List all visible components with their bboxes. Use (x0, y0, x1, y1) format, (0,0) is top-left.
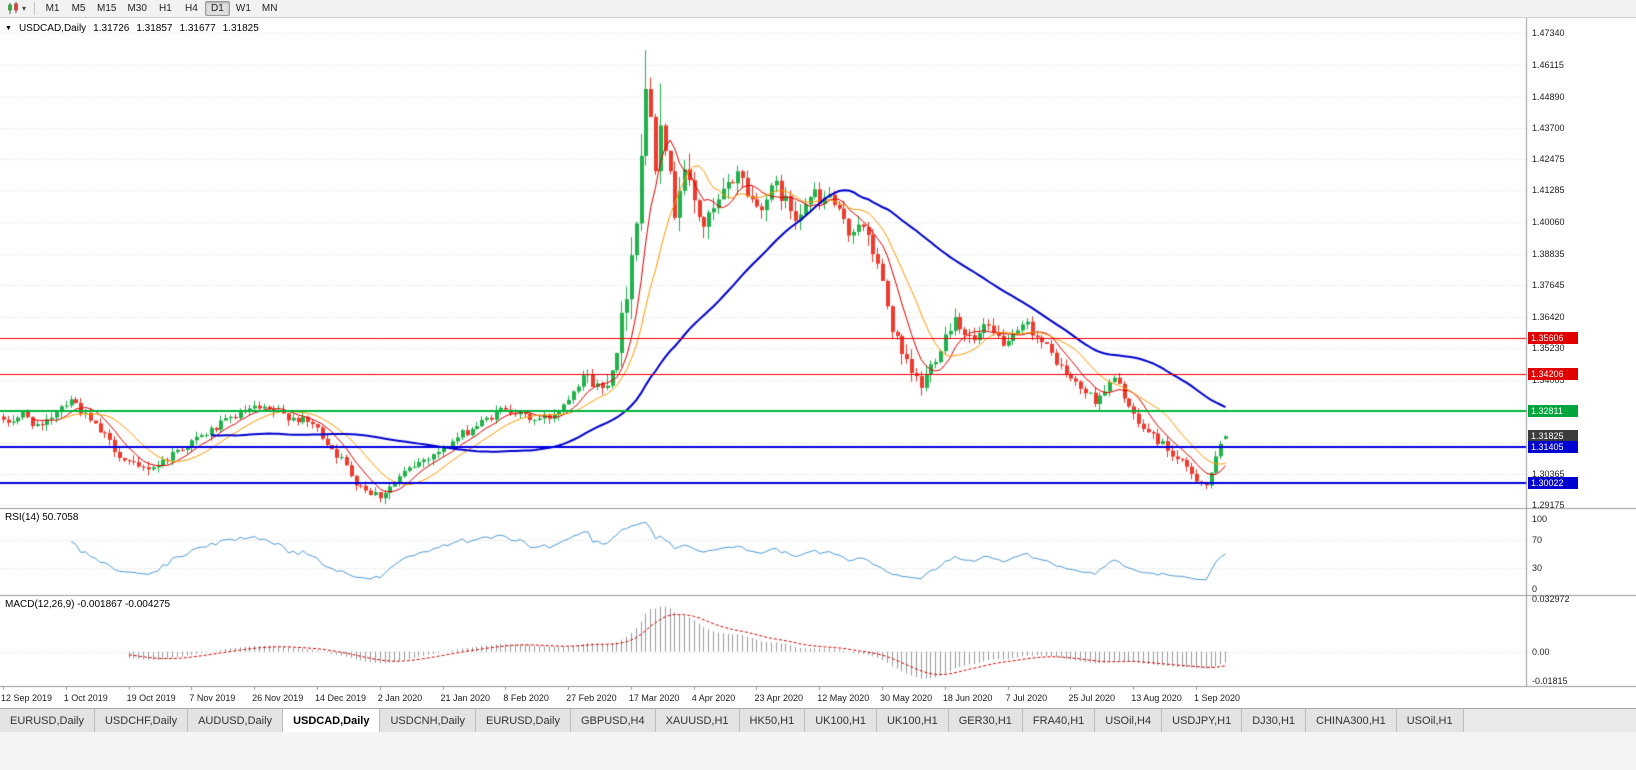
timeframe-buttons-group: M1 M5 M15 M30 H1 H4 D1 W1 MN (40, 1, 282, 16)
date-axis-label: 12 Sep 2019 (1, 693, 53, 703)
chart-tab-eurusd-daily[interactable]: EURUSD,Daily (476, 709, 571, 732)
price-axis-label: 1.43700 (1532, 122, 1565, 133)
rsi-axis-label: 70 (1532, 535, 1543, 546)
chart-type-menu[interactable]: ▾ (4, 2, 29, 15)
date-axis-label: 13 Aug 2020 (1131, 693, 1182, 703)
ohlc-low: 1.31677 (179, 23, 216, 34)
price-axis-label: 1.35230 (1532, 342, 1565, 353)
date-axis-label: 21 Jan 2020 (440, 693, 491, 703)
chart-tab-hk50-h1[interactable]: HK50,H1 (739, 709, 806, 732)
ohlc-high: 1.31857 (136, 23, 173, 34)
chart-tab-usdchf-daily[interactable]: USDCHF,Daily (94, 709, 189, 732)
chart-tab-ger30-h1[interactable]: GER30,H1 (948, 709, 1023, 732)
chart-tab-usdcad-daily[interactable]: USDCAD,Daily (283, 709, 381, 732)
date-axis-label: 1 Sep 2020 (1194, 693, 1241, 703)
date-axis-label: 7 Jul 2020 (1005, 693, 1048, 703)
price-axis-label: 1.42475 (1532, 154, 1565, 165)
chart-tab-usdjpy-h1[interactable]: USDJPY,H1 (1162, 709, 1243, 732)
date-axis-label: 30 May 2020 (880, 693, 933, 703)
rsi-axis-label: 100 (1532, 514, 1548, 525)
price-axis-label: 1.30365 (1532, 469, 1565, 480)
timeframe-button-m15[interactable]: M15 (97, 3, 117, 14)
candlestick-chart-icon (8, 2, 18, 14)
macd-axis-label: -0.01815 (1532, 675, 1568, 686)
date-axis-label: 8 Feb 2020 (503, 693, 549, 703)
toolbar-separator (34, 2, 36, 15)
timeframe-button-h4[interactable]: H4 (185, 3, 198, 14)
price-tag: 1.34206 (1528, 368, 1578, 381)
chart-tab-fra40-h1[interactable]: FRA40,H1 (1022, 709, 1096, 732)
date-axis-label: 4 Apr 2020 (691, 693, 736, 703)
timeframe-button-m30[interactable]: M30 (127, 3, 147, 14)
chart-tabs-bar: EURUSD,Daily USDCHF,Daily AUDUSD,Daily USDC… (0, 708, 1636, 732)
collapse-icon[interactable]: ▼ (5, 24, 12, 32)
chart-menu-caret-icon[interactable]: ▾ (22, 3, 27, 13)
price-chart-canvas[interactable] (0, 18, 1636, 708)
ohlc-open: 1.31726 (93, 23, 130, 34)
chart-tab-xauusd-h1[interactable]: XAUUSD,H1 (655, 709, 740, 732)
price-tag: 1.31405 (1528, 441, 1578, 454)
price-axis-label: 1.41285 (1532, 185, 1565, 196)
timeframe-button-m1[interactable]: M1 (45, 3, 60, 14)
chart-symbol-title: USDCAD,Daily (18, 23, 87, 34)
date-axis-label: 17 Mar 2020 (628, 693, 680, 703)
chart-tab-china300-h1[interactable]: CHINA300,H1 (1306, 709, 1397, 732)
price-tag: 1.35606 (1528, 331, 1578, 344)
chart-tab-eurusd-daily[interactable]: EURUSD,Daily (0, 709, 95, 732)
bottom-spacer (0, 732, 1636, 770)
chart-tab-audusd-daily[interactable]: AUDUSD,Daily (188, 709, 284, 732)
price-tag: 1.30022 (1528, 477, 1578, 489)
price-axis-label: 1.29175 (1532, 500, 1565, 510)
chart-window: ▼ USDCAD,Daily 1.31726 1.31857 1.31677 1… (0, 18, 1636, 708)
date-axis-label: 7 Nov 2019 (189, 693, 236, 703)
price-axis-label: 1.37645 (1532, 279, 1565, 290)
date-axis-label: 25 Jul 2020 (1068, 693, 1115, 703)
date-axis-label: 23 Apr 2020 (754, 693, 804, 703)
rsi-indicator-label: RSI(14) 50.7058 (5, 512, 79, 523)
timeframe-button-w1[interactable]: W1 (235, 3, 251, 14)
date-axis-label: 18 Jun 2020 (942, 693, 993, 703)
chart-tab-uk100-h1[interactable]: UK100,H1 (805, 709, 877, 732)
price-axis-label: 1.47340 (1532, 28, 1565, 39)
ohlc-close: 1.31825 (222, 23, 259, 34)
chart-tab-usdcnh-daily[interactable]: USDCNH,Daily (380, 709, 477, 732)
rsi-axis-label: 30 (1532, 563, 1543, 574)
date-axis-label: 12 May 2020 (817, 693, 870, 703)
chart-tab-dj30-h1[interactable]: DJ30,H1 (1242, 709, 1307, 732)
date-axis-label: 1 Oct 2019 (63, 693, 108, 703)
timeframe-button-m5[interactable]: M5 (71, 3, 86, 14)
date-axis-label: 2 Jan 2020 (377, 693, 423, 703)
price-tag: 1.31825 (1528, 430, 1578, 443)
price-axis-label: 1.40060 (1532, 217, 1565, 228)
date-axis-label: 19 Oct 2019 (126, 693, 176, 703)
chart-tab-usoil-h4[interactable]: USOil,H4 (1095, 709, 1163, 732)
date-axis-label: 27 Feb 2020 (566, 693, 617, 703)
chart-tab-uk100-h1[interactable]: UK100,H1 (876, 709, 949, 732)
timeframe-button-mn[interactable]: MN (261, 3, 278, 14)
rsi-axis-label: 0 (1532, 584, 1538, 595)
price-axis-label: 1.44890 (1532, 91, 1565, 102)
timeframe-button-h1[interactable]: H1 (159, 3, 172, 14)
price-axis-label: 1.38835 (1532, 249, 1565, 260)
price-tag: 1.32811 (1528, 404, 1578, 417)
macd-axis-label: 0.032972 (1532, 594, 1570, 605)
price-axis-label: 1.36420 (1532, 311, 1565, 322)
macd-axis-label: 0.00 (1532, 646, 1550, 657)
chart-tab-gbpusd-h4[interactable]: GBPUSD,H4 (571, 709, 656, 732)
symbol-ohlc-line: ▼ USDCAD,Daily 1.31726 1.31857 1.31677 1… (5, 23, 259, 34)
timeframe-button-d1[interactable]: D1 (204, 1, 230, 16)
date-axis-label: 14 Dec 2019 (314, 693, 366, 703)
timeframe-toolbar: ▾ M1 M5 M15 M30 H1 H4 D1 W1 MN (0, 0, 1636, 18)
date-axis-label: 26 Nov 2019 (252, 693, 304, 703)
price-axis-label: 1.46115 (1532, 59, 1564, 70)
chart-tab-usoil-h1[interactable]: USOil,H1 (1396, 709, 1464, 732)
macd-indicator-label: MACD(12,26,9) -0.001867 -0.004275 (5, 599, 171, 610)
